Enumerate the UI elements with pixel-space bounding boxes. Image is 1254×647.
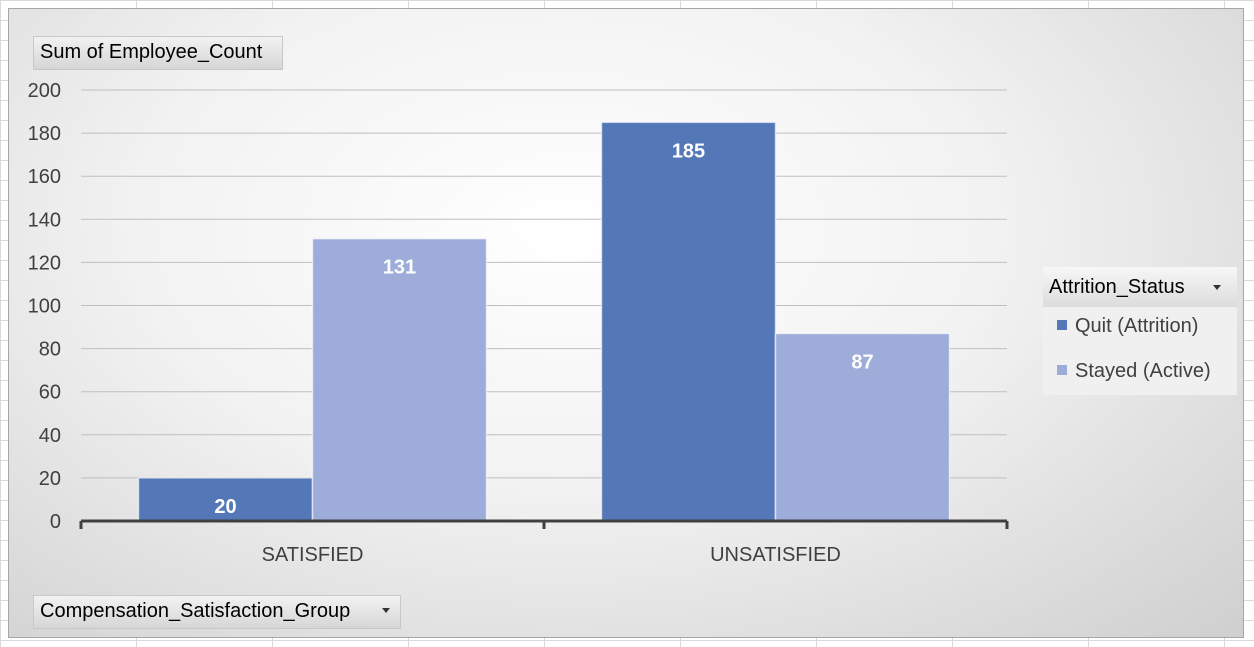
data-label: 87 [851, 352, 873, 374]
legend: Attrition_Status Quit (Attrition) Stayed… [1043, 267, 1237, 395]
bar [774, 332, 951, 522]
y-tick-label: 180 [28, 123, 61, 145]
y-tick-label: 80 [39, 339, 61, 361]
y-tick-label: 100 [28, 296, 61, 318]
legend-field-label: Attrition_Status [1049, 276, 1185, 298]
value-field-button[interactable]: Sum of Employee_Count [33, 36, 283, 70]
legend-swatch-quit [1057, 319, 1067, 330]
y-tick-label: 200 [28, 80, 61, 102]
legend-item-quit: Quit (Attrition) [1057, 315, 1198, 338]
axis-field-button[interactable]: Compensation_Satisfaction_Group [33, 595, 401, 629]
x-tick-label: UNSATISFIED [710, 544, 841, 566]
y-tick-label: 140 [28, 209, 61, 231]
legend-item-stayed: Stayed (Active) [1057, 360, 1211, 383]
y-tick-label: 40 [39, 425, 61, 447]
data-label: 185 [672, 140, 705, 162]
pivot-chart[interactable]: 0 20 40 60 80 100 120 140 160 180 200 20 131 SATISFIE… [8, 8, 1244, 638]
chevron-down-icon[interactable] [1213, 285, 1221, 290]
bar [600, 121, 777, 522]
data-label: 20 [214, 496, 236, 518]
chevron-down-icon[interactable] [382, 608, 390, 613]
y-tick-label: 120 [28, 252, 61, 274]
legend-field-button[interactable]: Attrition_Status [1043, 267, 1237, 307]
data-label: 131 [383, 257, 416, 279]
y-tick-label: 60 [39, 382, 61, 404]
legend-swatch-stayed [1057, 364, 1067, 375]
y-tick-label: 20 [39, 468, 61, 490]
bar [311, 237, 488, 522]
value-field-label: Sum of Employee_Count [40, 41, 263, 63]
chart-plot-svg: 0 20 40 60 80 100 120 140 160 180 200 20 131 SATISFIE… [28, 80, 1009, 566]
y-tick-label: 160 [28, 166, 61, 188]
y-tick-label: 0 [50, 511, 61, 533]
axis-field-label: Compensation_Satisfaction_Group [40, 600, 351, 622]
legend-label-stayed: Stayed (Active) [1075, 360, 1211, 382]
x-tick-label: SATISFIED [262, 544, 364, 566]
legend-label-quit: Quit (Attrition) [1075, 315, 1199, 337]
